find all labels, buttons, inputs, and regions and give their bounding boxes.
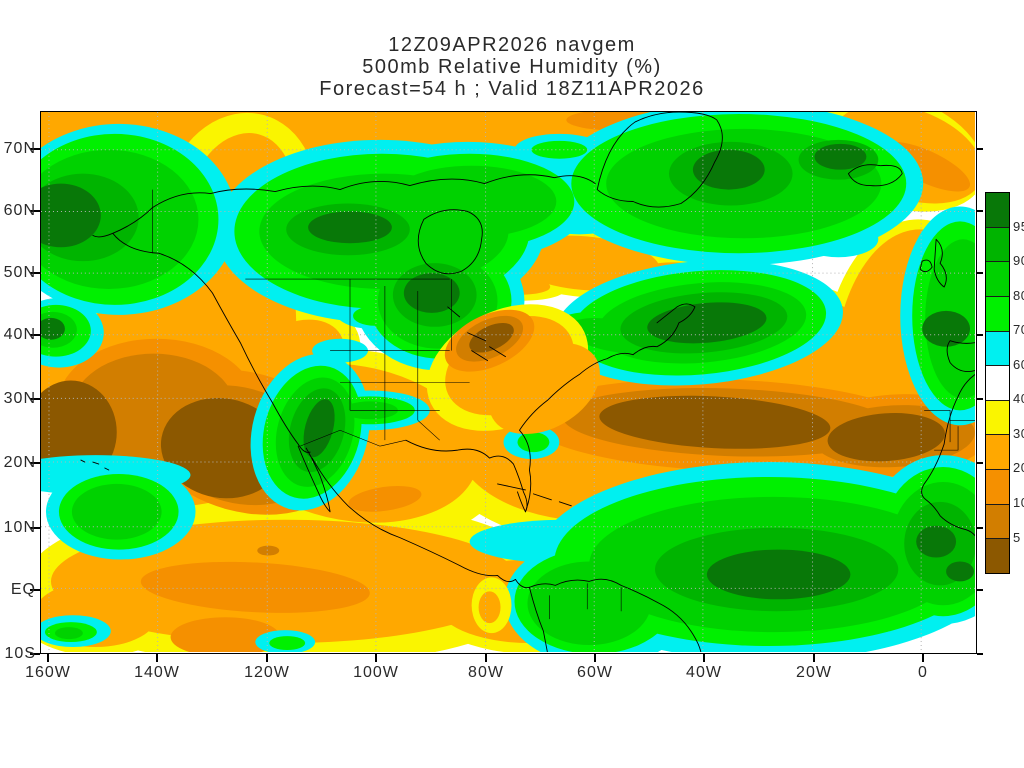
lat-tick-right-40N <box>977 334 983 336</box>
lat-tick-70N <box>30 148 40 150</box>
colorbar-segment-8 <box>986 469 1009 504</box>
lon-tick-60W <box>594 653 596 662</box>
colorbar-label-20: 20 <box>1013 460 1024 476</box>
colorbar-label-80: 80 <box>1013 287 1024 303</box>
colorbar-segment-6 <box>986 399 1009 435</box>
lat-tick-10S <box>30 653 40 655</box>
colorbar-label-90: 90 <box>1013 253 1024 269</box>
lat-tick-right-60N <box>977 210 983 212</box>
colorbar-label-60: 60 <box>1013 356 1024 372</box>
lat-tick-40N <box>30 334 40 336</box>
title-variable: 500mb Relative Humidity (%) <box>362 56 662 78</box>
coastlines <box>80 112 975 652</box>
lon-tick-140W <box>156 653 158 662</box>
lat-tick-50N <box>30 272 40 274</box>
lat-tick-right-50N <box>977 272 983 274</box>
lat-label-20N: 20N <box>3 454 36 471</box>
title-forecast-valid: Forecast=54 h ; Valid 18Z11APR2026 <box>319 78 705 100</box>
title-run-model: 12Z09APR2026 navgem <box>388 34 636 56</box>
lon-tick-0 <box>922 653 924 662</box>
lat-tick-right-10S <box>977 653 983 655</box>
lat-label-60N: 60N <box>3 202 36 219</box>
lat-label-10S: 10S <box>4 645 36 662</box>
lon-label-100W: 100W <box>353 664 399 681</box>
lon-tick-40W <box>703 653 705 662</box>
colorbar-segment-3 <box>986 295 1009 331</box>
lat-tick-right-20N <box>977 462 983 464</box>
lat-tick-30N <box>30 398 40 400</box>
lat-label-30N: 30N <box>3 390 36 407</box>
colorbar-segment-1 <box>986 226 1009 262</box>
colorbar-label-10: 10 <box>1013 494 1024 510</box>
colorbar-segment-9 <box>986 503 1009 539</box>
map-plot-area <box>40 111 977 654</box>
lon-label-80W: 80W <box>468 664 504 681</box>
lat-label-70N: 70N <box>3 140 36 157</box>
lon-label-60W: 60W <box>577 664 613 681</box>
lon-label-20W: 20W <box>796 664 832 681</box>
title-block: 12Z09APR2026 navgem 500mb Relative Humid… <box>0 34 1024 100</box>
lat-tick-60N <box>30 210 40 212</box>
colorbar-label-40: 40 <box>1013 391 1024 407</box>
colorbar-label-30: 30 <box>1013 425 1024 441</box>
lat-label-50N: 50N <box>3 264 36 281</box>
lat-tick-EQ <box>30 589 40 591</box>
political-borders <box>152 189 975 620</box>
lon-label-140W: 140W <box>134 664 180 681</box>
lon-label-0: 0 <box>918 664 928 681</box>
lat-tick-right-70N <box>977 148 983 150</box>
colorbar <box>985 192 1010 574</box>
rh-filled-contour-field <box>41 112 975 652</box>
lon-label-40W: 40W <box>686 664 722 681</box>
lon-tick-120W <box>266 653 268 662</box>
colorbar-segment-7 <box>986 434 1009 470</box>
lat-label-EQ: EQ <box>10 581 36 598</box>
colorbar-segment-0 <box>986 193 1009 227</box>
lon-label-160W: 160W <box>25 664 71 681</box>
colorbar-segment-5 <box>986 365 1009 400</box>
lat-label-10N: 10N <box>3 519 36 536</box>
lon-label-120W: 120W <box>244 664 290 681</box>
lat-tick-20N <box>30 462 40 464</box>
graticule <box>41 112 975 652</box>
colorbar-segment-2 <box>986 261 1009 296</box>
lat-tick-right-EQ <box>977 589 983 591</box>
lat-label-40N: 40N <box>3 326 36 343</box>
colorbar-segment-4 <box>986 330 1009 366</box>
lat-tick-right-10N <box>977 527 983 529</box>
colorbar-label-5: 5 <box>1013 529 1021 545</box>
lat-tick-10N <box>30 527 40 529</box>
colorbar-segment-10 <box>986 538 1009 574</box>
colorbar-label-95: 95 <box>1013 218 1024 234</box>
lat-tick-right-30N <box>977 398 983 400</box>
lon-tick-160W <box>47 653 49 662</box>
colorbar-label-70: 70 <box>1013 322 1024 338</box>
lon-tick-20W <box>813 653 815 662</box>
colorbar-labels: 95 90 80 70 60 40 30 20 10 5 <box>1013 192 1024 572</box>
lon-tick-80W <box>485 653 487 662</box>
lon-tick-100W <box>375 653 377 662</box>
